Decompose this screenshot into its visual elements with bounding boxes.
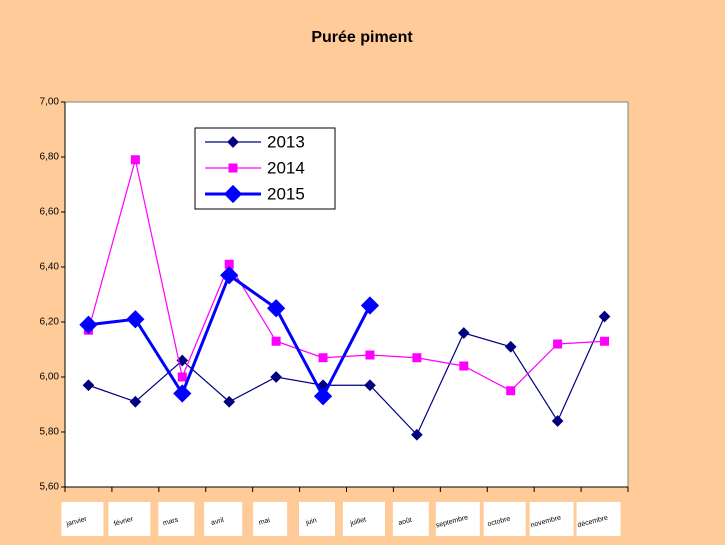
plot-area — [64, 101, 629, 488]
legend-marker — [228, 163, 238, 173]
x-label-box — [158, 502, 195, 536]
data-point — [360, 296, 380, 315]
x-label-box — [342, 502, 385, 536]
y-tick-label: 5,80 — [40, 427, 60, 438]
y-tick-label: 6,40 — [40, 262, 60, 273]
legend-marker — [227, 136, 239, 148]
legend-label: 2014 — [267, 158, 305, 177]
legend-label: 2015 — [267, 184, 305, 203]
x-tick-label: août — [398, 517, 413, 527]
x-tick-label: mars — [162, 516, 179, 527]
data-point — [598, 310, 611, 323]
data-point — [600, 336, 610, 346]
legend-label: 2013 — [267, 132, 305, 151]
x-label-box — [435, 502, 480, 536]
x-label-box — [392, 502, 429, 536]
data-point — [79, 315, 98, 334]
x-label-box — [108, 502, 151, 536]
x-tick-label: mai — [258, 517, 271, 527]
x-label-box — [299, 502, 336, 536]
x-label-box — [529, 502, 574, 536]
data-point — [126, 310, 145, 329]
y-tick-label: 6,80 — [40, 152, 60, 163]
data-point — [551, 415, 564, 427]
data-point — [504, 340, 517, 353]
chart-title: Purée piment — [311, 29, 413, 46]
data-point — [271, 336, 281, 346]
data-point — [318, 353, 328, 363]
data-point — [459, 361, 469, 371]
data-point — [553, 339, 563, 349]
y-tick-label: 6,00 — [40, 372, 60, 383]
x-label-box — [483, 502, 526, 536]
data-point — [223, 395, 236, 408]
x-label-box — [253, 502, 288, 536]
x-label-box — [61, 502, 104, 536]
x-tick-label: juillet — [349, 516, 367, 527]
data-point — [412, 353, 422, 363]
x-label-box — [204, 502, 243, 536]
series-line — [88, 316, 606, 436]
data-point — [129, 395, 142, 408]
y-tick-label: 5,60 — [40, 482, 60, 493]
data-point — [173, 384, 192, 403]
data-point — [364, 379, 376, 392]
data-point — [270, 371, 282, 383]
x-tick-label: juin — [304, 517, 317, 527]
data-point — [82, 379, 95, 392]
x-tick-label: avril — [210, 517, 225, 527]
data-point — [411, 428, 423, 441]
data-point — [313, 387, 333, 406]
y-tick-label: 7,00 — [40, 97, 60, 108]
data-point — [365, 350, 375, 360]
y-tick-label: 6,60 — [40, 207, 60, 218]
data-point — [177, 372, 187, 382]
data-point — [130, 155, 140, 165]
x-label-box — [576, 502, 621, 536]
data-point — [267, 299, 286, 318]
data-point — [506, 386, 516, 396]
x-tick-label: février — [113, 516, 134, 528]
y-tick-label: 6,20 — [40, 317, 60, 328]
legend-marker — [223, 184, 243, 204]
data-point — [220, 266, 239, 285]
data-point — [224, 259, 234, 269]
series-line — [87, 159, 605, 392]
data-point — [457, 327, 470, 339]
